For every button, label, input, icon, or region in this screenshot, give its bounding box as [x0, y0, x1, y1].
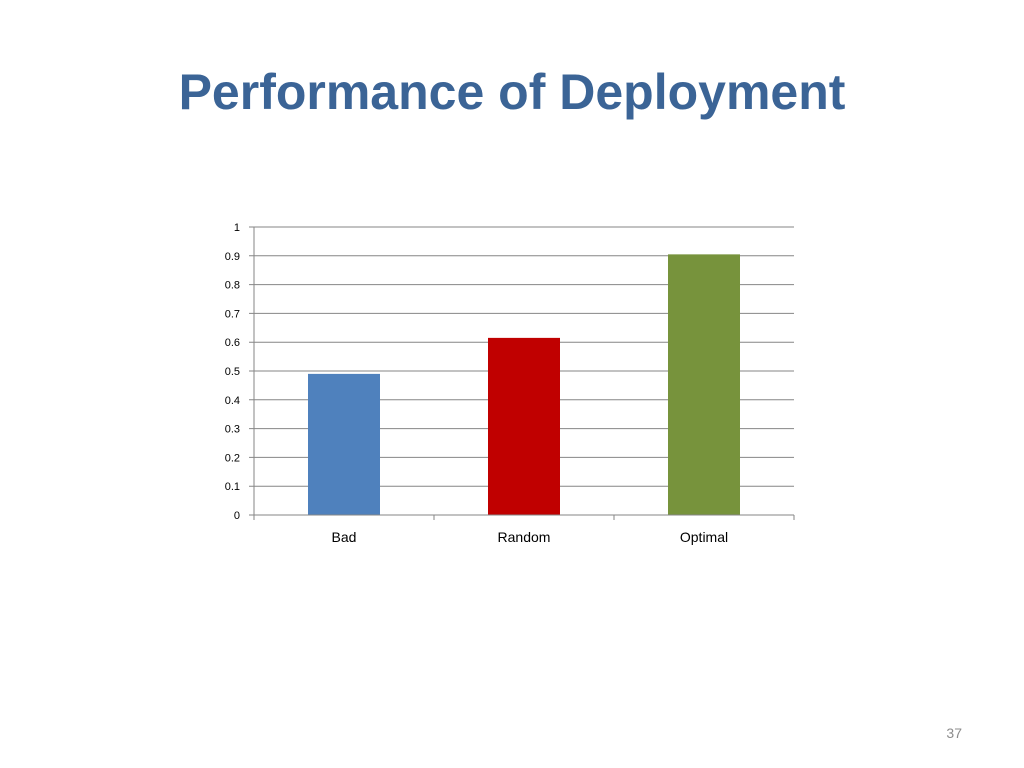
y-tick-label: 0.3	[225, 424, 240, 436]
y-tick-label: 0.7	[225, 308, 240, 320]
x-tick-label: Random	[498, 529, 551, 545]
x-tick-label: Optimal	[680, 529, 728, 545]
y-axis-ticks: 0 0.1 0.2 0.3 0.4 0.5 0.6 0.7 0.8 0.9 1	[225, 222, 240, 522]
y-tick-label: 0.8	[225, 280, 240, 292]
bars	[308, 254, 740, 516]
bar-random	[488, 337, 560, 515]
bar-optimal	[668, 254, 740, 516]
slide-title: Performance of Deployment	[178, 64, 846, 120]
y-tick-label: 0	[234, 510, 240, 522]
y-tick-label: 0.5	[225, 366, 240, 378]
x-axis-labels: Bad Random Optimal	[332, 529, 729, 545]
y-tick-label: 0.1	[225, 481, 240, 493]
x-tick-label: Bad	[332, 529, 357, 545]
y-tick-label: 0.4	[225, 395, 240, 407]
page-number: 37	[946, 725, 962, 741]
y-tick-label: 0.2	[225, 452, 240, 464]
x-axis	[253, 227, 795, 520]
y-tick-label: 0.6	[225, 337, 240, 349]
y-tick-label: 0.9	[225, 251, 240, 263]
bar-bad	[308, 373, 380, 515]
y-tick-label: 1	[234, 222, 240, 234]
